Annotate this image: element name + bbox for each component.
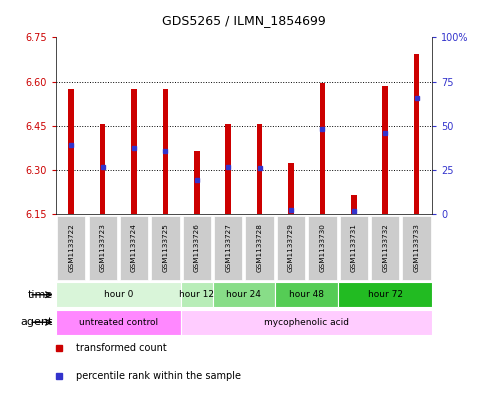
Text: GSM1133733: GSM1133733 <box>413 223 420 272</box>
Text: GSM1133732: GSM1133732 <box>382 223 388 272</box>
Text: percentile rank within the sample: percentile rank within the sample <box>76 371 242 381</box>
Text: GSM1133728: GSM1133728 <box>256 223 263 272</box>
FancyBboxPatch shape <box>56 310 181 334</box>
FancyBboxPatch shape <box>57 215 85 280</box>
FancyBboxPatch shape <box>151 215 180 280</box>
FancyBboxPatch shape <box>120 215 148 280</box>
Text: hour 0: hour 0 <box>104 290 133 299</box>
Text: mycophenolic acid: mycophenolic acid <box>264 318 349 327</box>
Text: agent: agent <box>21 317 53 327</box>
Bar <box>320 83 325 214</box>
FancyBboxPatch shape <box>56 282 181 307</box>
Text: GSM1133722: GSM1133722 <box>68 223 74 272</box>
Text: GSM1133731: GSM1133731 <box>351 223 357 272</box>
Text: hour 24: hour 24 <box>227 290 261 299</box>
FancyBboxPatch shape <box>338 282 432 307</box>
FancyBboxPatch shape <box>277 215 305 280</box>
FancyBboxPatch shape <box>181 310 432 334</box>
Text: untreated control: untreated control <box>79 318 158 327</box>
FancyBboxPatch shape <box>402 215 431 280</box>
Text: GSM1133723: GSM1133723 <box>99 223 106 272</box>
Bar <box>414 53 419 214</box>
FancyBboxPatch shape <box>371 215 399 280</box>
Bar <box>100 124 105 214</box>
Text: hour 12: hour 12 <box>179 290 214 299</box>
FancyBboxPatch shape <box>275 282 338 307</box>
Text: GSM1133730: GSM1133730 <box>319 223 326 272</box>
Text: hour 72: hour 72 <box>368 290 403 299</box>
Text: GSM1133727: GSM1133727 <box>225 223 231 272</box>
Text: GSM1133729: GSM1133729 <box>288 223 294 272</box>
FancyBboxPatch shape <box>88 215 117 280</box>
FancyBboxPatch shape <box>213 282 275 307</box>
Text: GSM1133724: GSM1133724 <box>131 223 137 272</box>
FancyBboxPatch shape <box>183 215 211 280</box>
FancyBboxPatch shape <box>340 215 368 280</box>
Bar <box>257 124 262 214</box>
Bar <box>131 89 137 214</box>
FancyBboxPatch shape <box>181 282 213 307</box>
Bar <box>163 89 168 214</box>
Text: time: time <box>28 290 53 300</box>
Text: transformed count: transformed count <box>76 343 167 353</box>
Bar <box>288 163 294 214</box>
Text: GSM1133726: GSM1133726 <box>194 223 200 272</box>
Bar <box>194 151 199 214</box>
Text: GSM1133725: GSM1133725 <box>162 223 169 272</box>
FancyBboxPatch shape <box>214 215 242 280</box>
Bar <box>351 195 356 214</box>
Text: hour 48: hour 48 <box>289 290 324 299</box>
Bar <box>69 89 74 214</box>
Text: GDS5265 / ILMN_1854699: GDS5265 / ILMN_1854699 <box>162 14 326 27</box>
Bar <box>226 124 231 214</box>
FancyBboxPatch shape <box>245 215 274 280</box>
FancyBboxPatch shape <box>308 215 337 280</box>
Bar <box>383 86 388 214</box>
